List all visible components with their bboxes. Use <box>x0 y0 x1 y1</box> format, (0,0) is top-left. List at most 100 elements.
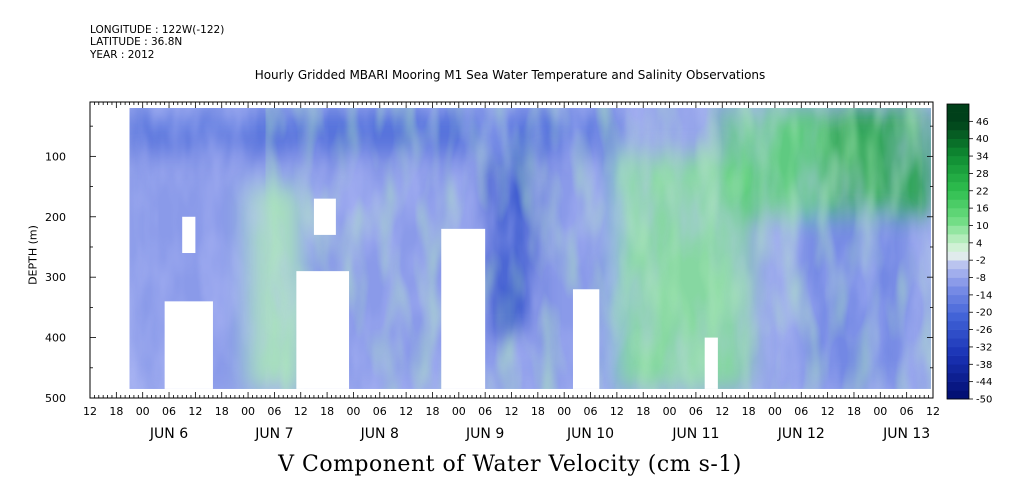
x-tick-label: 06 <box>900 405 914 418</box>
plot-axes: 12 18 00 06 12 18 00 06 12 18 00 06 12 18 00 06 12 18 00 06… <box>45 101 940 442</box>
x-tick-label: 06 <box>794 405 808 418</box>
x-tick-label: 18 <box>531 405 545 418</box>
colorbar-label: -38 <box>976 360 992 371</box>
x-tick-label: 12 <box>188 405 202 418</box>
colorbar-band <box>947 286 969 296</box>
longitude-label: LONGITUDE : 122W(-122) <box>90 24 225 36</box>
colorbar-band <box>947 199 969 209</box>
colorbar-band <box>947 277 969 287</box>
missing-data-block <box>296 271 350 389</box>
colorbar-label: 16 <box>976 204 989 215</box>
colorbar: 46 40 34 28 22 16 10 4 -2 -8 -14 -20 -26 -32 -38 -44 -50 <box>946 103 992 406</box>
x-tick-label: 12 <box>610 405 624 418</box>
colorbar-band <box>947 164 969 174</box>
colorbar-band <box>947 130 969 140</box>
x-tick-label: 12 <box>926 405 940 418</box>
day-label: JUN 11 <box>671 426 719 442</box>
x-tick-label: 06 <box>584 405 598 418</box>
y-tick-label: 300 <box>45 271 66 284</box>
colorbar-band <box>947 364 969 374</box>
colorbar-band <box>947 190 969 200</box>
latitude-label: LATITUDE : 36.8N <box>90 36 183 48</box>
colorbar-label: 34 <box>976 152 989 163</box>
x-tick-label: 18 <box>320 405 334 418</box>
colorbar-band <box>947 147 969 157</box>
colorbar-label: 46 <box>976 117 989 128</box>
colorbar-band <box>947 268 969 278</box>
colorbar-band <box>947 138 969 148</box>
x-tick-label: 00 <box>663 405 677 418</box>
colorbar-band <box>947 112 969 122</box>
day-label: JUN 7 <box>254 426 293 442</box>
y-tick-label: 200 <box>45 211 66 224</box>
x-tick-label: 12 <box>821 405 835 418</box>
colorbar-label: -50 <box>976 395 992 406</box>
colorbar-band <box>947 372 969 382</box>
colorbar-band <box>947 355 969 365</box>
colorbar-band <box>947 294 969 304</box>
missing-data-block <box>313 198 336 235</box>
missing-data-block <box>182 216 196 254</box>
colorbar-label: -26 <box>976 325 992 336</box>
colorbar-band <box>947 312 969 322</box>
colorbar-band <box>947 234 969 244</box>
colorbar-band <box>947 390 969 400</box>
missing-data-mask <box>164 198 718 389</box>
x-tick-label: 18 <box>215 405 229 418</box>
x-tick-label: 18 <box>425 405 439 418</box>
colorbar-band <box>947 329 969 339</box>
year-label: YEAR : 2012 <box>90 49 155 61</box>
day-label: JUN 13 <box>882 426 930 442</box>
x-axis-label: V Component of Water Velocity (cm s-1) <box>278 452 742 477</box>
x-tick-label: 06 <box>267 405 281 418</box>
missing-data-block <box>441 228 486 389</box>
colorbar-band <box>947 251 969 261</box>
colorbar-band <box>947 121 969 131</box>
x-tick-label: 06 <box>689 405 703 418</box>
colorbar-band <box>947 303 969 313</box>
day-label: JUN 12 <box>777 426 825 442</box>
day-label: JUN 6 <box>149 426 188 442</box>
x-tick-label: 18 <box>109 405 123 418</box>
colorbar-band <box>947 346 969 356</box>
colorbar-band <box>947 173 969 183</box>
day-label: JUN 10 <box>566 426 614 442</box>
colorbar-band <box>947 156 969 166</box>
x-tick-label: 00 <box>452 405 466 418</box>
colorbar-label: 22 <box>976 186 989 197</box>
x-tick-label: 06 <box>162 405 176 418</box>
colorbar-band <box>947 242 969 252</box>
colorbar-band <box>947 208 969 218</box>
colorbar-band <box>947 320 969 330</box>
missing-data-block <box>704 337 718 389</box>
colorbar-band <box>947 381 969 391</box>
missing-data-block <box>572 289 600 389</box>
colorbar-frame <box>946 103 970 400</box>
x-tick-label: 18 <box>847 405 861 418</box>
colorbar-label: -20 <box>976 308 992 319</box>
colorbar-band <box>947 216 969 226</box>
colorbar-label: -14 <box>976 290 992 301</box>
missing-data-block <box>164 301 213 389</box>
heatmap-field <box>129 108 931 389</box>
y-tick-label: 100 <box>45 150 66 163</box>
colorbar-label: -44 <box>976 377 992 388</box>
y-tick-label: 500 <box>45 392 66 405</box>
x-tick-label: 00 <box>241 405 255 418</box>
day-label: JUN 9 <box>465 426 504 442</box>
x-tick-label: 06 <box>373 405 387 418</box>
colorbar-label: -2 <box>976 256 986 267</box>
x-tick-label: 00 <box>768 405 782 418</box>
x-tick-label: 00 <box>136 405 150 418</box>
x-tick-label: 06 <box>478 405 492 418</box>
x-tick-label: 12 <box>83 405 97 418</box>
chart-title: Hourly Gridded MBARI Mooring M1 Sea Wate… <box>254 68 766 82</box>
colorbar-band <box>947 225 969 235</box>
colorbar-label: 4 <box>976 238 982 249</box>
colorbar-band <box>947 338 969 348</box>
y-tick-label: 400 <box>45 332 66 345</box>
colorbar-label: -32 <box>976 342 992 353</box>
x-tick-label: 00 <box>873 405 887 418</box>
x-tick-label: 12 <box>294 405 308 418</box>
